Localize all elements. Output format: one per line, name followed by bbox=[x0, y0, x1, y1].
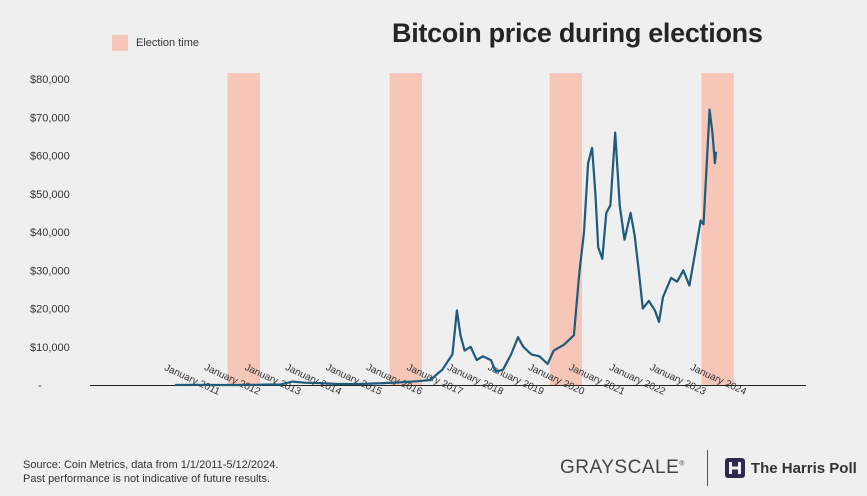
disclaimer-line: Past performance is not indicative of fu… bbox=[23, 473, 271, 485]
logo-divider bbox=[706, 450, 708, 486]
y-tick-label: $80,000 bbox=[30, 74, 70, 86]
harris-poll-icon bbox=[724, 458, 745, 478]
legend-label: Election time bbox=[136, 37, 199, 49]
legend: Election time bbox=[112, 35, 199, 51]
y-tick-label: $30,000 bbox=[30, 265, 70, 277]
election-band-2 bbox=[389, 73, 423, 385]
y-tick-label: $10,000 bbox=[30, 342, 70, 354]
legend-swatch bbox=[112, 35, 128, 51]
election-bands bbox=[227, 73, 734, 385]
y-tick-label: - bbox=[38, 380, 42, 392]
price-line bbox=[174, 108, 718, 387]
harris-poll-logo: The Harris Poll bbox=[750, 459, 857, 477]
footer-logos: GRAYSCALE® The Harris Poll bbox=[560, 450, 857, 486]
source-line: Source: Coin Metrics, data from 1/1/2011… bbox=[23, 459, 279, 471]
y-tick-label: $20,000 bbox=[30, 304, 70, 316]
source-note: Source: Coin Metrics, data from 1/1/2011… bbox=[23, 458, 278, 486]
y-tick-label: $60,000 bbox=[30, 151, 70, 163]
y-tick-label: $70,000 bbox=[30, 112, 70, 124]
election-band-3 bbox=[549, 73, 583, 385]
y-tick-label: $50,000 bbox=[30, 189, 70, 201]
election-band-4 bbox=[701, 73, 734, 385]
y-tick-label: $40,000 bbox=[30, 227, 70, 239]
election-band-1 bbox=[227, 73, 261, 385]
y-axis: - $10,000 $20,000 $30,000 $40,000 $50,000 $60,… bbox=[30, 74, 70, 392]
chart-title: Bitcoin price during elections bbox=[392, 18, 763, 48]
grayscale-logo: GRAYSCALE® bbox=[560, 457, 685, 478]
